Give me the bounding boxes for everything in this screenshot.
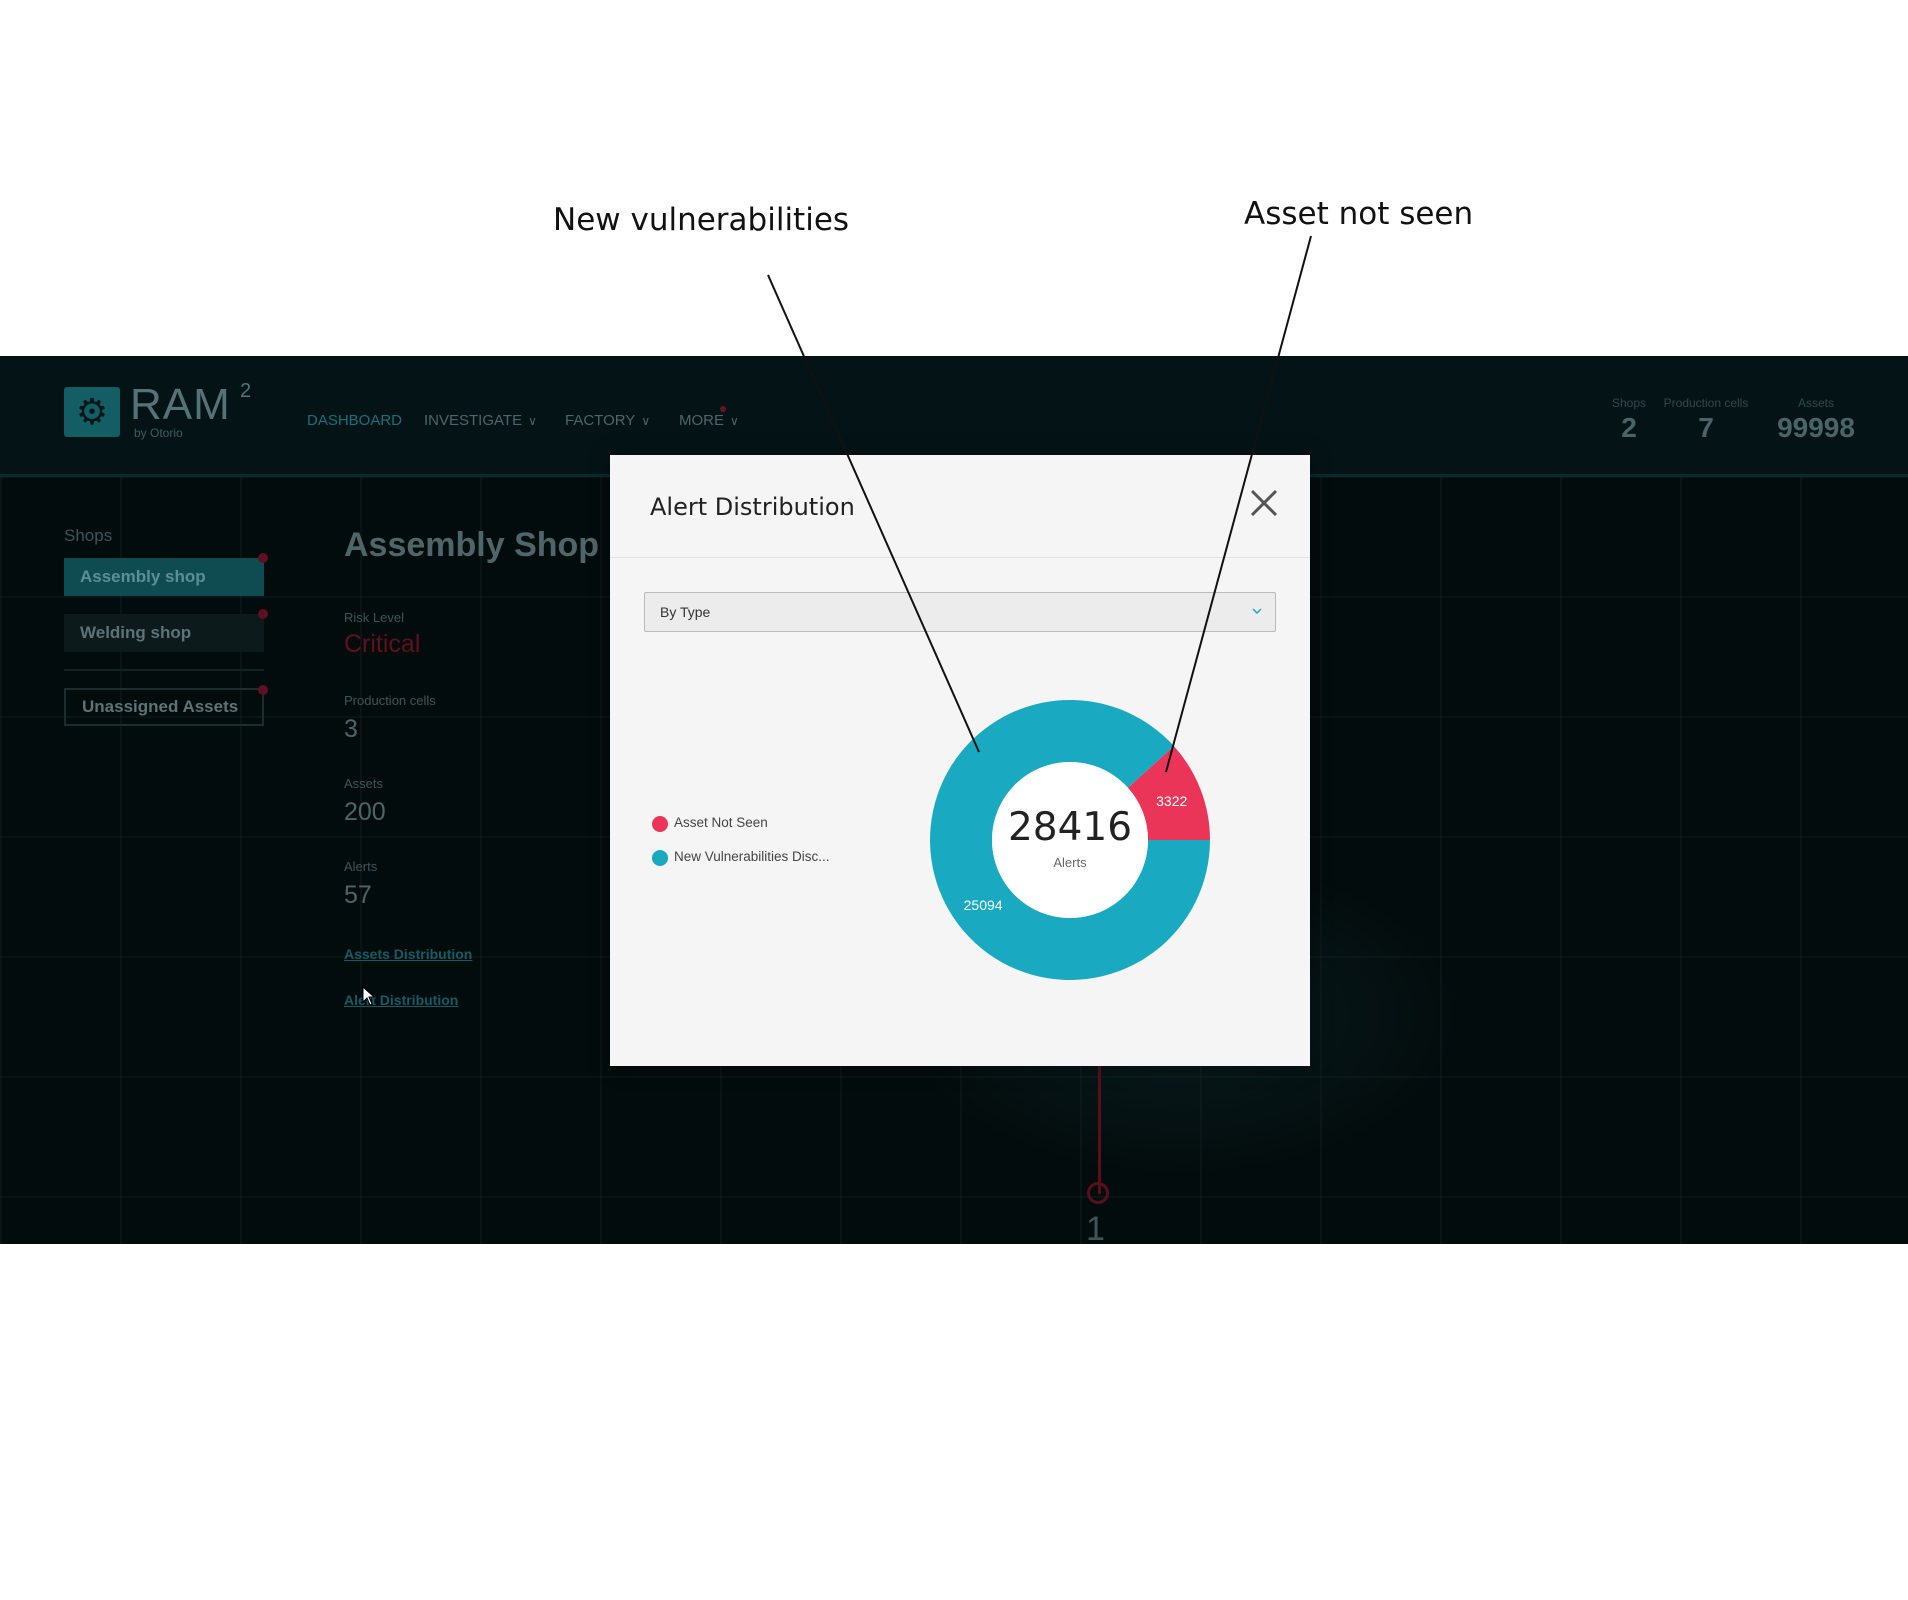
nav-factory-label: FACTORY <box>565 412 636 429</box>
sidebar-item-label: Assembly shop <box>80 567 206 586</box>
donut-total: 28416 <box>1008 805 1132 850</box>
logo-byline: by Otorio <box>134 426 183 440</box>
stat-shops: Shops 2 <box>1600 396 1658 444</box>
sidebar-item-unassigned-assets[interactable]: Unassigned Assets <box>64 688 264 726</box>
map-node-label: 1 <box>1086 1210 1105 1244</box>
page-title: Assembly Shop R <box>344 526 634 564</box>
stat-production-cells-value: 7 <box>1698 412 1714 443</box>
assets-distribution-link[interactable]: Assets Distribution <box>344 946 473 962</box>
nav-investigate[interactable]: INVESTIGATE ∨ <box>424 412 537 429</box>
stat-production-cells-label: Production cells <box>1663 396 1749 410</box>
annotation-new-vulnerabilities: New vulnerabilities <box>553 202 850 238</box>
production-cells-value: 3 <box>344 715 358 743</box>
chevron-down-icon: ∨ <box>528 414 537 428</box>
sidebar-divider <box>64 669 264 671</box>
modal-title: Alert Distribution <box>650 493 855 521</box>
stat-assets: Assets 99998 <box>1766 396 1866 444</box>
risk-level-label: Risk Level <box>344 610 404 625</box>
dropdown-value: By Type <box>660 604 711 620</box>
map-node-circle[interactable] <box>1087 1182 1109 1204</box>
donut-hole <box>992 762 1148 918</box>
sidebar-title: Shops <box>64 526 113 545</box>
alerts-value: 57 <box>344 881 372 909</box>
sidebar-item-welding-shop[interactable]: Welding shop <box>64 614 264 652</box>
sidebar-item-label: Unassigned Assets <box>82 697 239 716</box>
logo-superscript: 2 <box>240 380 252 402</box>
stat-shops-label: Shops <box>1611 396 1647 410</box>
modal-divider <box>610 557 1310 558</box>
chevron-down-icon: ∨ <box>641 414 651 428</box>
assets-label: Assets <box>344 776 384 791</box>
alert-dot <box>258 553 268 563</box>
logo-icon[interactable]: ⚙ <box>64 387 120 437</box>
donut-value-label: 3322 <box>1156 793 1187 809</box>
legend-label: New Vulnerabilities Disc... <box>674 849 830 864</box>
sidebar-item-label: Welding shop <box>80 623 192 642</box>
mouse-cursor-icon <box>362 986 376 1006</box>
sidebar-item-assembly-shop[interactable]: Assembly shop <box>64 558 264 596</box>
alert-dot <box>258 609 268 619</box>
stat-assets-label: Assets <box>1797 396 1834 410</box>
logo-name: RAM <box>130 380 231 429</box>
nav-investigate-label: INVESTIGATE <box>424 412 523 429</box>
stat-production-cells: Production cells 7 <box>1656 396 1756 444</box>
risk-level-value: Critical <box>344 630 421 658</box>
nav-more[interactable]: MORE ∨ <box>679 412 739 429</box>
stat-shops-value: 2 <box>1621 412 1637 443</box>
annotation-asset-not-seen: Asset not seen <box>1244 196 1474 232</box>
chevron-down-icon: ∨ <box>730 414 739 428</box>
nav-dashboard[interactable]: DASHBOARD <box>307 412 402 429</box>
nav-factory[interactable]: FACTORY ∨ <box>565 412 650 429</box>
map-node-stem <box>1098 1066 1101 1194</box>
close-icon[interactable] <box>1246 485 1282 521</box>
donut-total-label: Alerts <box>1053 855 1087 870</box>
alerts-label: Alerts <box>344 859 378 874</box>
legend-swatch <box>652 850 668 866</box>
legend-swatch <box>652 816 668 832</box>
alert-donut-chart: 28416 Alerts 3322 25094 <box>930 700 1210 980</box>
nav-dashboard-label: DASHBOARD <box>307 412 403 429</box>
notification-dot <box>720 406 726 412</box>
stat-assets-value: 99998 <box>1777 412 1855 443</box>
legend-label: Asset Not Seen <box>674 815 768 830</box>
assets-value: 200 <box>344 798 386 826</box>
production-cells-label: Production cells <box>344 693 436 708</box>
alert-distribution-modal: Alert Distribution By Type Asset Not See… <box>610 455 1310 1066</box>
donut-value-label: 25094 <box>964 897 1003 913</box>
group-by-dropdown[interactable]: By Type <box>644 592 1276 632</box>
nav-more-label: MORE <box>679 412 724 429</box>
alert-dot <box>258 685 268 695</box>
chevron-down-icon <box>1252 608 1262 615</box>
donut-slice-new-vulnerabilities[interactable] <box>930 700 1210 980</box>
